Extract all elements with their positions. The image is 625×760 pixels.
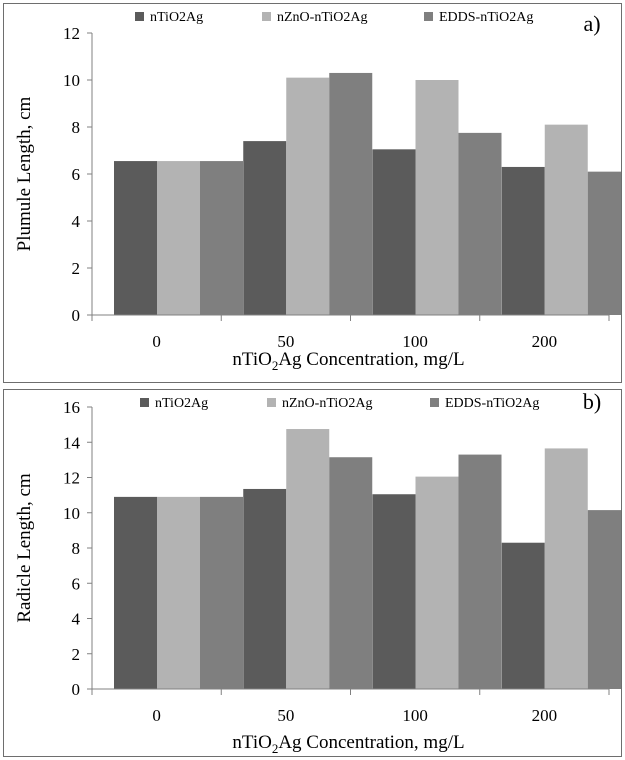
chart-b-bar-nzno-ntio2ag-50 [286, 429, 330, 689]
chart-b-legend-swatch-edds-ntio2ag [430, 398, 439, 407]
chart-a-bar-ntio2ag-50 [243, 141, 287, 315]
chart-b-legend-label-nzno-ntio2ag: nZnO-nTiO2Ag [282, 396, 373, 411]
chart-b-bar-ntio2ag-0 [114, 496, 157, 689]
chart-a-bar-ntio2ag-0 [114, 161, 157, 315]
chart-a-legend-swatch-edds-ntio2ag [424, 12, 433, 21]
chart-panel-b: 0 2 4 6 8 10 12 14 16 0 50 100 200 Radicle Length, cm… [3, 389, 622, 757]
chart-a-bar-edds-ntio2ag-100 [458, 132, 502, 315]
chart-b-bar-nzno-ntio2ag-200 [544, 448, 588, 689]
chart-b-x-tick-label: 0 [152, 706, 161, 725]
chart-b-bar-ntio2ag-100 [372, 494, 416, 689]
chart-a-bar-nzno-ntio2ag-200 [544, 124, 588, 316]
chart-a-y-tick-label: 2 [72, 259, 81, 278]
chart-b-x-tick-label: 200 [532, 706, 558, 725]
chart-b-bar-edds-ntio2ag-50 [329, 457, 373, 689]
chart-b-y-tick-label: 4 [72, 610, 81, 629]
chart-b-bar-ntio2ag-200 [501, 542, 545, 689]
chart-panel-a: 0 2 4 6 8 10 12 0 50 100 200 Plumule Length, cm nTiO… [3, 3, 622, 383]
chart-b-y-tick-label: 8 [72, 539, 81, 558]
chart-a-bar-nzno-ntio2ag-0 [157, 161, 200, 315]
chart-b-x-axis-title-prefix: nTiO [232, 732, 271, 753]
chart-a-bar-edds-ntio2ag-0 [200, 161, 243, 315]
plumule-length-chart: 0 2 4 6 8 10 12 0 50 100 200 Plumule Length, cm nTiO… [14, 10, 621, 373]
chart-a-bar-ntio2ag-200 [501, 166, 545, 315]
chart-a-bar-edds-ntio2ag-50 [329, 72, 373, 315]
chart-a-x-axis-title-sub: 2 [272, 358, 279, 373]
chart-b-x-axis-title-sub: 2 [272, 741, 279, 756]
chart-b-y-tick-label: 16 [63, 398, 80, 417]
chart-b-bar-edds-ntio2ag-0 [200, 496, 243, 689]
chart-a-legend-label-ntio2ag: nTiO2Ag [150, 10, 203, 25]
chart-b-x-tick-label: 100 [402, 706, 428, 725]
chart-a-y-tick-label: 8 [72, 118, 81, 137]
chart-b-legend-label-edds-ntio2ag: EDDS-nTiO2Ag [445, 396, 539, 411]
chart-a-panel-label: a) [583, 11, 600, 36]
chart-b-x-axis-title: nTiO2Ag Concentration, mg/L [232, 732, 464, 756]
chart-b-y-tick-label: 2 [72, 645, 81, 664]
chart-b-y-tick-label: 14 [63, 433, 81, 452]
chart-a-bar-edds-ntio2ag-200 [587, 171, 621, 315]
chart-b-bar-nzno-ntio2ag-100 [415, 476, 459, 689]
chart-b-legend-label-ntio2ag: nTiO2Ag [155, 396, 208, 411]
chart-b-bar-edds-ntio2ag-100 [458, 454, 502, 689]
radicle-length-chart: 0 2 4 6 8 10 12 14 16 0 50 100 200 Radicle Length, cm… [14, 390, 621, 756]
chart-b-bar-ntio2ag-50 [243, 488, 287, 689]
chart-a-y-tick-label: 10 [63, 71, 80, 90]
chart-a-y-axis-title: Plumule Length, cm [14, 96, 35, 251]
chart-a-x-axis-title-prefix: nTiO [232, 349, 271, 370]
chart-a-bar-nzno-ntio2ag-50 [286, 77, 330, 316]
chart-a-y-tick-label: 12 [63, 24, 80, 43]
chart-a-legend-label-nzno-ntio2ag: nZnO-nTiO2Ag [277, 10, 368, 25]
chart-b-y-tick-label: 6 [72, 574, 81, 593]
chart-b-y-tick-label: 12 [63, 469, 80, 488]
chart-b-y-axis-title: Radicle Length, cm [14, 473, 35, 623]
chart-a-legend-swatch-ntio2ag [135, 12, 144, 21]
chart-b-x-tick-label: 50 [277, 706, 294, 725]
chart-a-legend-swatch-nzno-ntio2ag [262, 12, 271, 21]
chart-a-legend-label-edds-ntio2ag: EDDS-nTiO2Ag [439, 10, 533, 25]
chart-b-legend-swatch-nzno-ntio2ag [267, 398, 276, 407]
chart-b-x-axis-title-suffix: Ag Concentration, mg/L [278, 732, 464, 753]
chart-a-y-tick-label: 4 [72, 212, 81, 231]
chart-b-y-tick-label: 0 [72, 680, 81, 699]
chart-a-y-tick-label: 0 [72, 306, 81, 325]
chart-b-panel-label: b) [583, 390, 601, 414]
chart-a-x-tick-label: 200 [532, 332, 558, 351]
chart-a-bar-nzno-ntio2ag-100 [415, 80, 459, 315]
chart-a-x-tick-label: 50 [277, 332, 294, 351]
chart-b-y-tick-label: 10 [63, 504, 80, 523]
chart-a-bar-ntio2ag-100 [372, 149, 416, 315]
chart-a-x-tick-label: 0 [152, 332, 161, 351]
chart-a-x-tick-label: 100 [402, 332, 428, 351]
chart-a-x-axis-title: nTiO2Ag Concentration, mg/L [232, 349, 464, 373]
chart-b-legend-swatch-ntio2ag [140, 398, 149, 407]
chart-a-x-axis-title-suffix: Ag Concentration, mg/L [278, 349, 464, 370]
chart-b-bar-edds-ntio2ag-200 [587, 510, 621, 689]
chart-a-y-tick-label: 6 [72, 165, 81, 184]
chart-b-bar-nzno-ntio2ag-0 [157, 496, 200, 689]
